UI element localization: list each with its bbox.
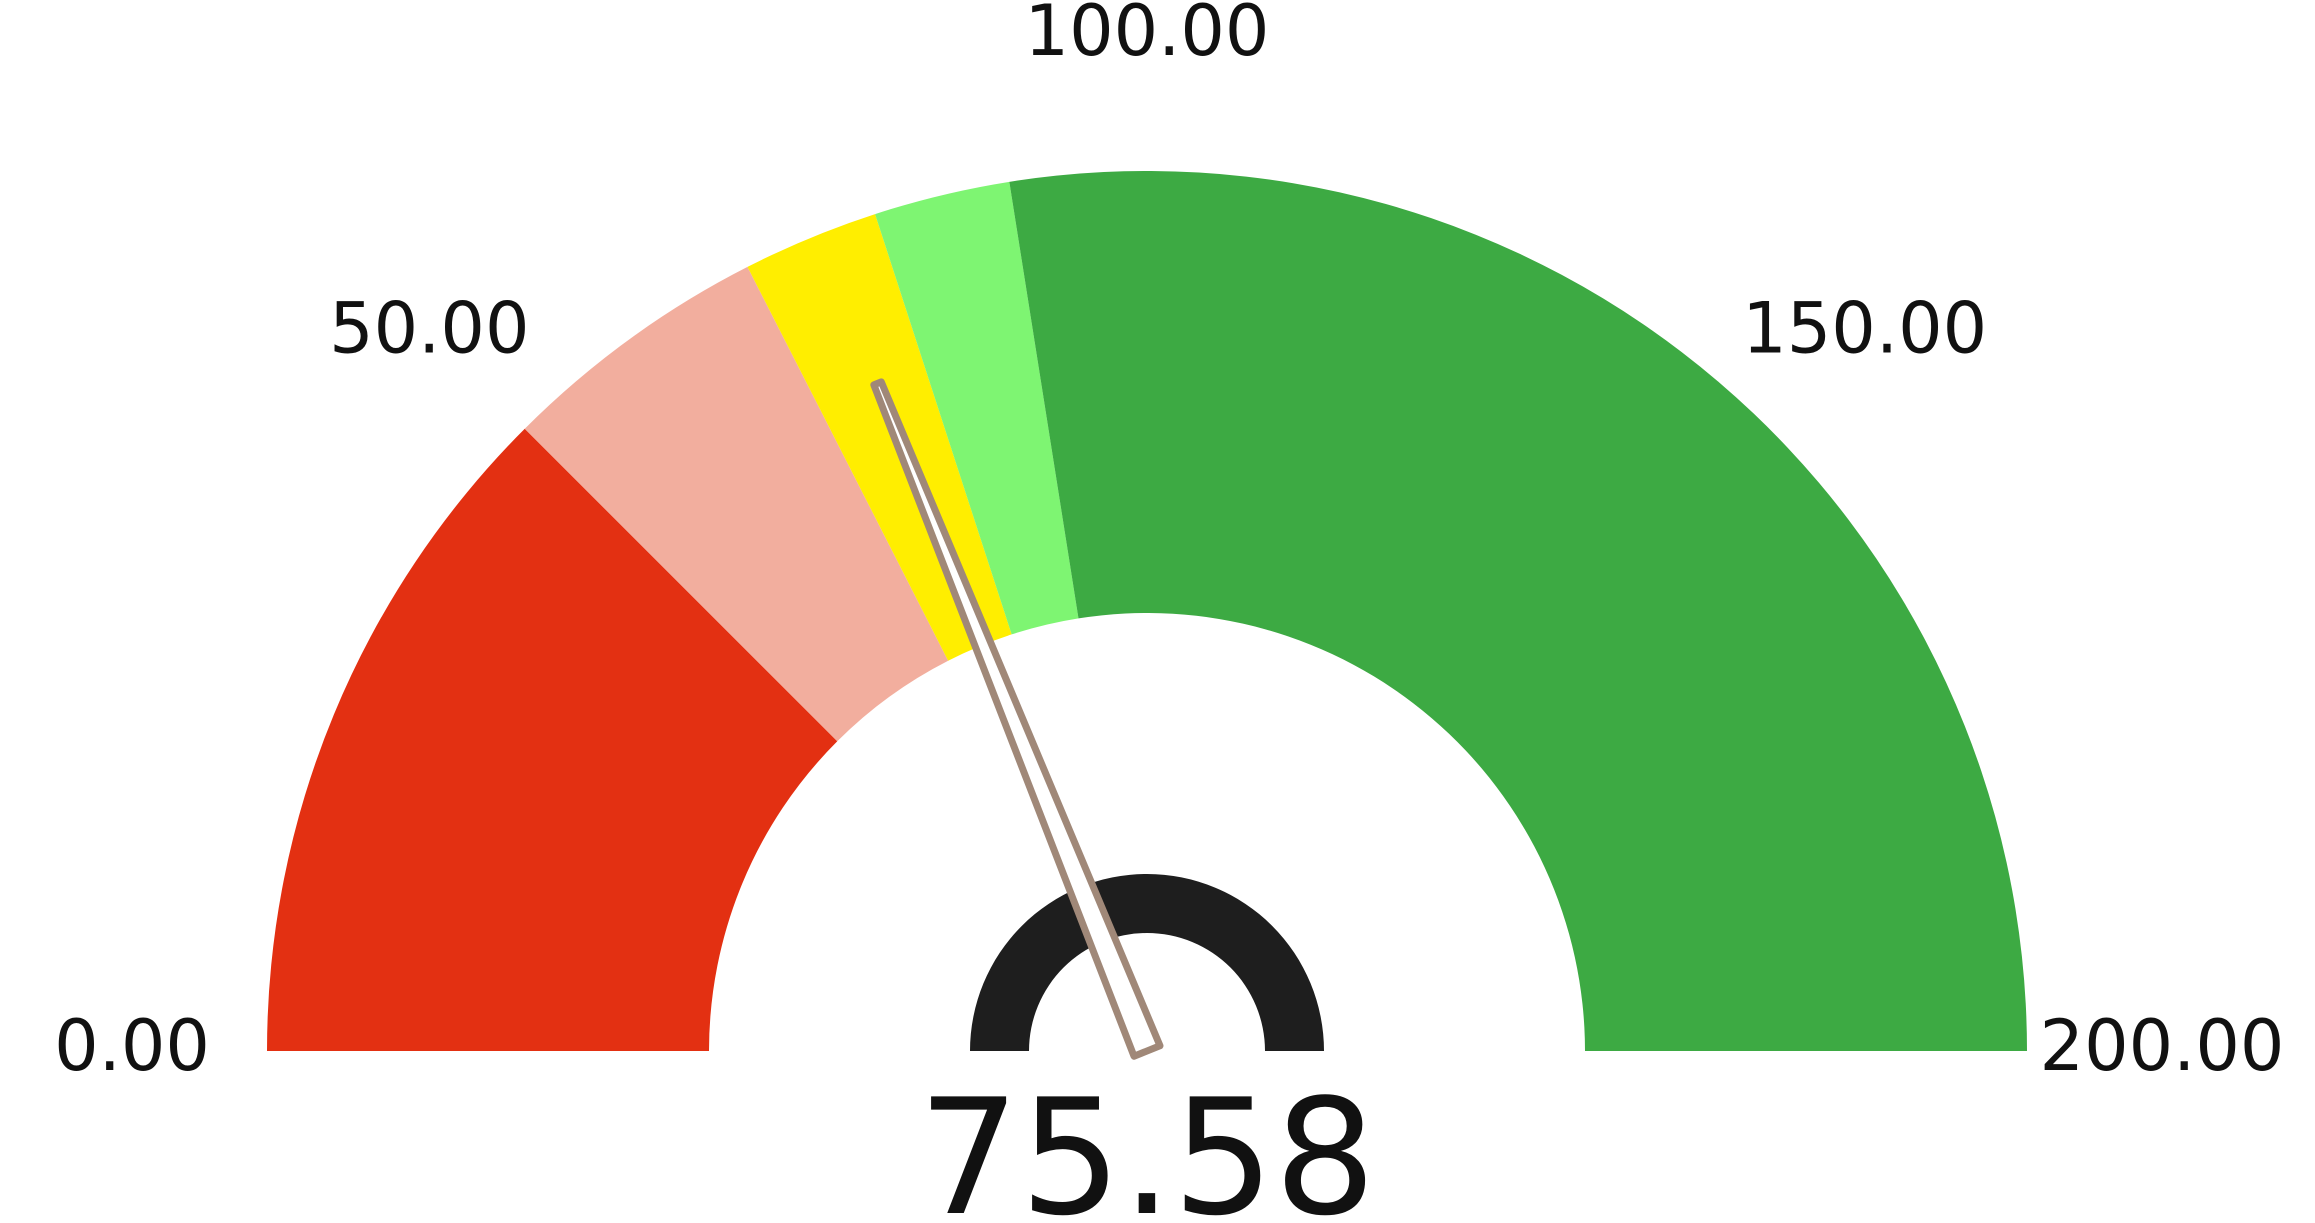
- gauge-band: [267, 428, 838, 1051]
- gauge-band: [524, 266, 949, 742]
- gauge-band: [875, 181, 1079, 635]
- tick-label: 150.00: [1742, 287, 1987, 369]
- tick-label: 100.00: [1025, 0, 1270, 72]
- value-label: 75.58: [918, 1064, 1376, 1223]
- tick-label: 200.00: [2040, 1005, 2285, 1087]
- tick-label: 50.00: [329, 287, 529, 369]
- gauge-band: [1009, 171, 2027, 1051]
- needle-hub: [970, 874, 1324, 1051]
- needle: [870, 378, 1164, 1060]
- needle-group: [870, 378, 1164, 1060]
- tick-label: 0.00: [54, 1005, 210, 1087]
- tick-labels: 0.00 50.00 100.00 150.00 200.00: [54, 0, 2284, 1087]
